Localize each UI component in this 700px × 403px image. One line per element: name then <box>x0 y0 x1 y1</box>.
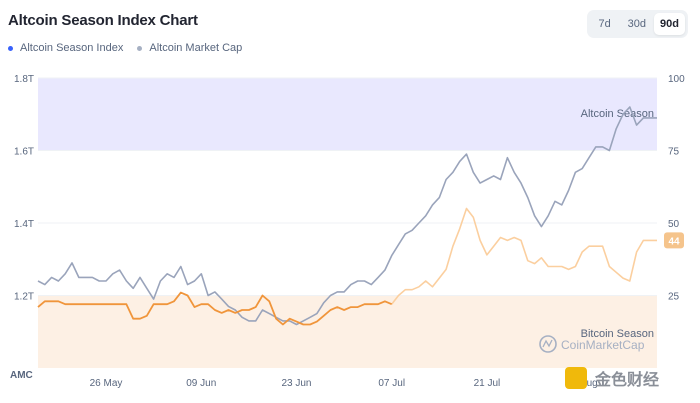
legend-item-market-cap[interactable]: Altcoin Market Cap <box>137 42 242 54</box>
x-tick-label: 09 Jun <box>186 378 216 389</box>
series-altcoin-season-index-line-recent <box>391 207 657 305</box>
coinmarketcap-logo-icon <box>539 335 557 353</box>
jinse-logo-icon <box>565 367 587 389</box>
range-selector: 7d 30d 90d <box>586 10 688 38</box>
right-tick-label: 50 <box>668 219 680 230</box>
corner-watermark: 金色财经 <box>565 367 659 389</box>
x-tick-label: 26 May <box>90 378 123 389</box>
chart-legend: Altcoin Season Index Altcoin Market Cap <box>8 42 242 54</box>
bitcoin-season-zone <box>38 295 657 368</box>
altcoin-season-label: Altcoin Season <box>581 108 654 120</box>
series-altcoin-market-cap-line <box>37 106 657 326</box>
legend-dot-market-cap <box>137 45 143 51</box>
current-index-badge <box>664 232 684 249</box>
watermark-text: CoinMarketCap <box>561 338 645 352</box>
right-tick-label: 75 <box>668 147 680 158</box>
corner-watermark-text: 金色财经 <box>594 370 659 389</box>
chart-title: Altcoin Season Index Chart <box>8 12 198 29</box>
left-tick-label: 1.6T <box>14 147 34 158</box>
x-tick-label: 07 Jul <box>378 378 405 389</box>
x-tick-label: 21 Jul <box>474 378 501 389</box>
legend-dot-index <box>8 45 13 51</box>
left-tick-label: 1.8T <box>14 74 34 85</box>
right-tick-label: 100 <box>668 74 685 85</box>
bitcoin-season-label: Bitcoin Season <box>581 328 654 340</box>
range-7d-button[interactable]: 7d <box>598 18 611 30</box>
legend-label-market-cap: Altcoin Market Cap <box>149 42 243 54</box>
legend-item-index[interactable]: Altcoin Season Index <box>8 42 123 54</box>
current-index-value: 44 <box>668 236 680 247</box>
series-altcoin-season-index-line <box>37 291 393 326</box>
x-tick-label: 23 Jun <box>281 378 311 389</box>
right-tick-label: 25 <box>668 292 680 303</box>
left-axis-label: AMC <box>10 370 33 381</box>
altcoin-season-zone <box>38 78 657 151</box>
left-tick-label: 1.2T <box>14 292 34 303</box>
left-tick-label: 1.4T <box>14 219 34 230</box>
range-30d-button[interactable]: 30d <box>627 18 647 30</box>
watermark: CoinMarketCap <box>539 335 645 353</box>
coinmarketcap-logo-mark <box>542 339 553 348</box>
legend-label-index: Altcoin Season Index <box>20 42 124 54</box>
range-90d-button[interactable]: 90d <box>654 13 685 35</box>
